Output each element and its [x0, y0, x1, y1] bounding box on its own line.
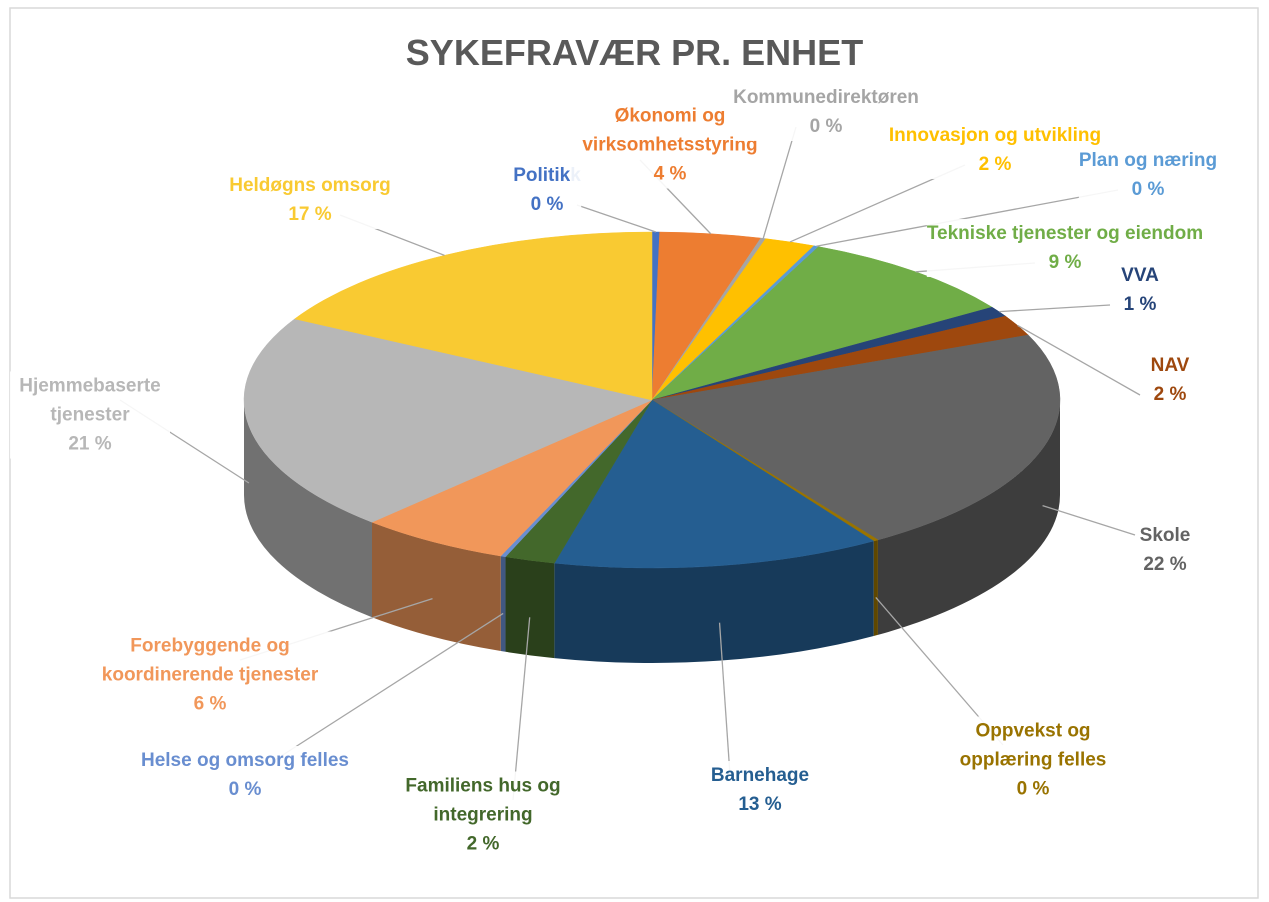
slice-side [873, 539, 878, 637]
leader-line [1042, 504, 1136, 536]
data-label: NAV 2 % [1150, 351, 1190, 409]
category-label: Skole [1139, 525, 1191, 546]
data-label: Familiens hus og integrering 2 % [383, 771, 583, 859]
data-label: Barnehage 13 % [710, 761, 810, 819]
category-label: Økonomi og virksomhetsstyring [582, 105, 758, 156]
category-label: Politikk [513, 165, 581, 186]
value-label: 22 % [1143, 554, 1187, 575]
category-label: Kommunedirektøren [733, 87, 919, 108]
slice-side [554, 541, 874, 663]
slice-side [877, 400, 1060, 635]
value-label: 21 % [68, 433, 112, 455]
data-label: VVA 1 % [1121, 261, 1159, 319]
value-label: 0 % [809, 116, 843, 137]
chart-title: SYKEFRAVÆR PR. ENHET [405, 32, 864, 73]
category-label: Forebyggende og koordinerende tjenester [101, 635, 319, 686]
data-label: Heldøgns omsorg 17 % [229, 171, 391, 229]
category-label: VVA [1121, 265, 1159, 286]
data-label: Hjemmebaserte tjenester 21 % [10, 371, 170, 459]
category-label: Innovasjon og utvikling [888, 125, 1102, 146]
data-label: Politikk 0 % [513, 161, 581, 219]
slice [651, 334, 1061, 541]
leader-line [718, 622, 731, 776]
data-label: Innovasjon og utvikling 2 % [888, 121, 1102, 179]
value-label: 0 % [530, 194, 564, 215]
value-label: 1 % [1123, 294, 1157, 315]
value-label: 4 % [653, 163, 687, 185]
slice-side [500, 556, 506, 652]
leader-line [274, 612, 504, 761]
value-label: 2 % [1153, 384, 1187, 405]
leader-line [998, 304, 1111, 313]
data-label: Skole 22 % [1139, 521, 1191, 579]
value-label: 2 % [466, 833, 500, 855]
category-label: Oppvekst og opplæring felles [959, 720, 1107, 771]
data-label: Oppvekst og opplæring felles 0 % [933, 716, 1133, 804]
category-label: Hjemmebaserte tjenester [19, 375, 161, 426]
slice [651, 246, 993, 401]
slice [243, 318, 653, 523]
slice-side [505, 556, 555, 659]
leader-line [1017, 324, 1141, 396]
slice [553, 399, 875, 569]
data-label: Helse og omsorg felles 0 % [140, 746, 350, 804]
data-label: Tekniske tjenester og eiendom 9 % [926, 219, 1204, 277]
value-label: 17 % [288, 204, 332, 225]
value-label: 2 % [978, 154, 1012, 175]
value-label: 0 % [1131, 179, 1165, 200]
value-label: 0 % [1016, 778, 1050, 800]
leader-line [762, 126, 797, 239]
category-label: Helse og omsorg felles [140, 750, 350, 771]
category-label: NAV [1150, 355, 1190, 376]
category-label: Familiens hus og integrering [405, 775, 561, 826]
data-label: Plan og næring 0 % [1078, 146, 1218, 204]
value-label: 6 % [193, 693, 227, 715]
category-label: Tekniske tjenester og eiendom [926, 223, 1204, 244]
data-label: Forebyggende og koordinerende tjenester 6… [85, 631, 335, 719]
data-label: Kommunedirektøren 0 % [733, 83, 919, 141]
slice [371, 399, 653, 557]
category-label: Heldøgns omsorg [229, 175, 391, 196]
value-label: 9 % [1048, 252, 1082, 273]
category-label: Plan og næring [1078, 150, 1218, 171]
leader-line [816, 189, 1119, 247]
leader-line [576, 204, 657, 233]
value-label: 0 % [228, 779, 262, 800]
category-label: Barnehage [710, 765, 810, 786]
slice-side [371, 522, 501, 652]
leader-line [512, 617, 531, 801]
slice-side [244, 400, 372, 618]
slice [294, 231, 653, 401]
value-label: 13 % [738, 794, 782, 815]
